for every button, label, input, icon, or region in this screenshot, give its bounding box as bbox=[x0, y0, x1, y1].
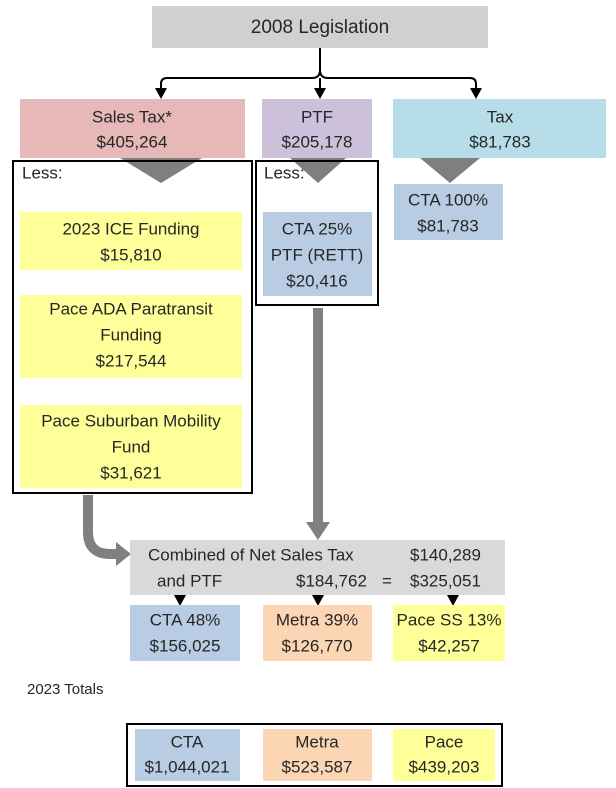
deduction-box bbox=[20, 295, 242, 378]
total-name: Pace bbox=[425, 732, 464, 751]
combined-amount: $184,762 bbox=[296, 571, 367, 590]
split-box bbox=[263, 605, 372, 661]
deduction-box bbox=[20, 405, 242, 488]
equals: = bbox=[382, 571, 392, 590]
deduction-box bbox=[20, 212, 242, 270]
split-line: $42,257 bbox=[418, 636, 479, 655]
title-box bbox=[152, 6, 488, 48]
arrowhead bbox=[447, 595, 459, 606]
source-name: Sales Tax* bbox=[92, 107, 172, 126]
total-amount: $1,044,021 bbox=[144, 757, 229, 776]
total-name: Metra bbox=[295, 732, 339, 751]
totals-box bbox=[126, 723, 503, 787]
arrowhead bbox=[314, 88, 326, 99]
source-amount: $81,783 bbox=[469, 132, 530, 151]
arrowhead bbox=[155, 88, 167, 99]
total-amount: $439,203 bbox=[409, 757, 480, 776]
split-line: Metra 39% bbox=[276, 610, 358, 629]
deduction-line: CTA 25% bbox=[282, 219, 353, 238]
split-box bbox=[130, 605, 240, 661]
triangle bbox=[290, 158, 346, 183]
combined-text: and PTF bbox=[157, 571, 222, 590]
arrow bbox=[83, 495, 118, 559]
arrowhead bbox=[116, 542, 131, 566]
combined-text: Combined of Net Sales Tax bbox=[148, 545, 354, 564]
arrowhead bbox=[174, 595, 186, 606]
deduction-line: $217,544 bbox=[96, 351, 167, 370]
split-line: $126,770 bbox=[282, 636, 353, 655]
deduction-line: $15,810 bbox=[100, 245, 161, 264]
source-amount: $205,178 bbox=[282, 132, 353, 151]
sales-tax-box bbox=[20, 99, 245, 158]
split-line: CTA 48% bbox=[150, 610, 221, 629]
deduction-line: $20,416 bbox=[286, 271, 347, 290]
source-amount: $405,264 bbox=[97, 132, 168, 151]
triangle bbox=[420, 158, 480, 183]
source-name: PTF bbox=[301, 107, 333, 126]
arrowhead bbox=[306, 522, 330, 540]
allocation-box bbox=[394, 184, 503, 240]
deduction-line: Pace Suburban Mobility bbox=[41, 411, 221, 430]
tax-box bbox=[393, 99, 606, 158]
deduction-line: Pace ADA Paratransit bbox=[49, 299, 213, 318]
deduction-line: Funding bbox=[100, 325, 161, 344]
combined-box bbox=[130, 540, 505, 595]
split-line: $156,025 bbox=[150, 636, 221, 655]
less-label: Less: bbox=[22, 163, 63, 182]
allocation-line: CTA 100% bbox=[408, 190, 488, 209]
deduction-line: PTF (RETT) bbox=[271, 245, 364, 264]
less-box bbox=[255, 160, 379, 306]
less-box bbox=[12, 160, 253, 494]
allocation-line: $81,783 bbox=[417, 216, 478, 235]
deduction-line: Fund bbox=[112, 437, 151, 456]
arrowhead bbox=[470, 88, 482, 99]
total-box bbox=[263, 729, 372, 781]
deduction-line: $31,621 bbox=[100, 463, 161, 482]
total-box bbox=[393, 729, 495, 781]
combined-amount: $325,051 bbox=[410, 571, 481, 590]
split-box bbox=[393, 605, 505, 661]
total-name: CTA bbox=[171, 732, 204, 751]
title: 2008 Legislation bbox=[251, 17, 389, 38]
total-amount: $523,587 bbox=[282, 757, 353, 776]
arrowhead bbox=[312, 595, 324, 606]
ptf-box bbox=[262, 99, 372, 158]
totals-title: 2023 Totals bbox=[27, 681, 103, 698]
split-line: Pace SS 13% bbox=[397, 610, 502, 629]
less-label: Less: bbox=[264, 163, 305, 182]
triangle bbox=[120, 158, 202, 183]
bracket bbox=[160, 48, 477, 92]
source-name: Tax bbox=[487, 107, 514, 126]
deduction-line: 2023 ICE Funding bbox=[62, 219, 199, 238]
deduction-box bbox=[263, 212, 372, 296]
total-box bbox=[135, 729, 240, 781]
combined-amount: $140,289 bbox=[410, 545, 481, 564]
